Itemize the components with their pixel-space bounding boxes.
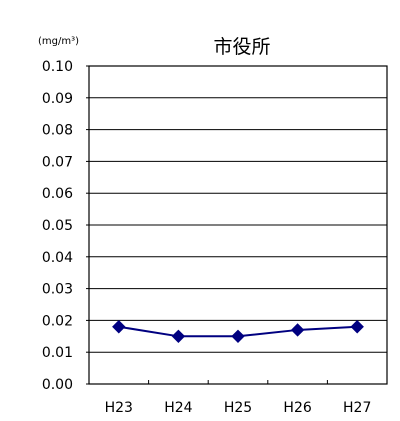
x-tick-labels: H23 H24 H25 H26 H27	[105, 400, 372, 416]
y-tick-label: 0.10	[42, 59, 73, 75]
y-tick-label: 0.05	[42, 218, 73, 234]
unit-label: (mg/m³)	[38, 36, 79, 47]
y-tick-label: 0.01	[42, 345, 73, 361]
y-tick-label: 0.06	[42, 186, 73, 202]
x-tick-label: H27	[343, 400, 371, 416]
series	[112, 320, 364, 344]
x-tick-label: H23	[105, 400, 133, 416]
y-tick-labels: 0.00 0.01 0.02 0.03 0.04 0.05 0.06 0.07 0.08 0.09…	[42, 59, 73, 393]
y-tick-label: 0.04	[42, 250, 73, 266]
x-tick-label: H26	[283, 400, 311, 416]
data-point-marker	[231, 329, 245, 344]
data-point-marker	[171, 329, 186, 344]
axes	[86, 65, 388, 385]
y-tick-label: 0.08	[42, 123, 73, 139]
chart-title: 市役所	[213, 36, 270, 58]
plot-frame	[88, 65, 388, 385]
grid-lines	[89, 97, 387, 353]
y-tick-label: 0.03	[42, 282, 73, 298]
y-tick-label: 0.09	[42, 91, 73, 107]
data-point-marker	[112, 320, 126, 334]
x-tick-label: H24	[164, 400, 192, 416]
data-point-marker	[290, 323, 305, 337]
y-tick-label: 0.00	[42, 377, 73, 393]
data-point-marker	[350, 320, 364, 334]
y-tick-label: 0.07	[42, 154, 73, 170]
y-tick-label: 0.02	[42, 313, 73, 329]
x-tick-label: H25	[224, 400, 252, 416]
